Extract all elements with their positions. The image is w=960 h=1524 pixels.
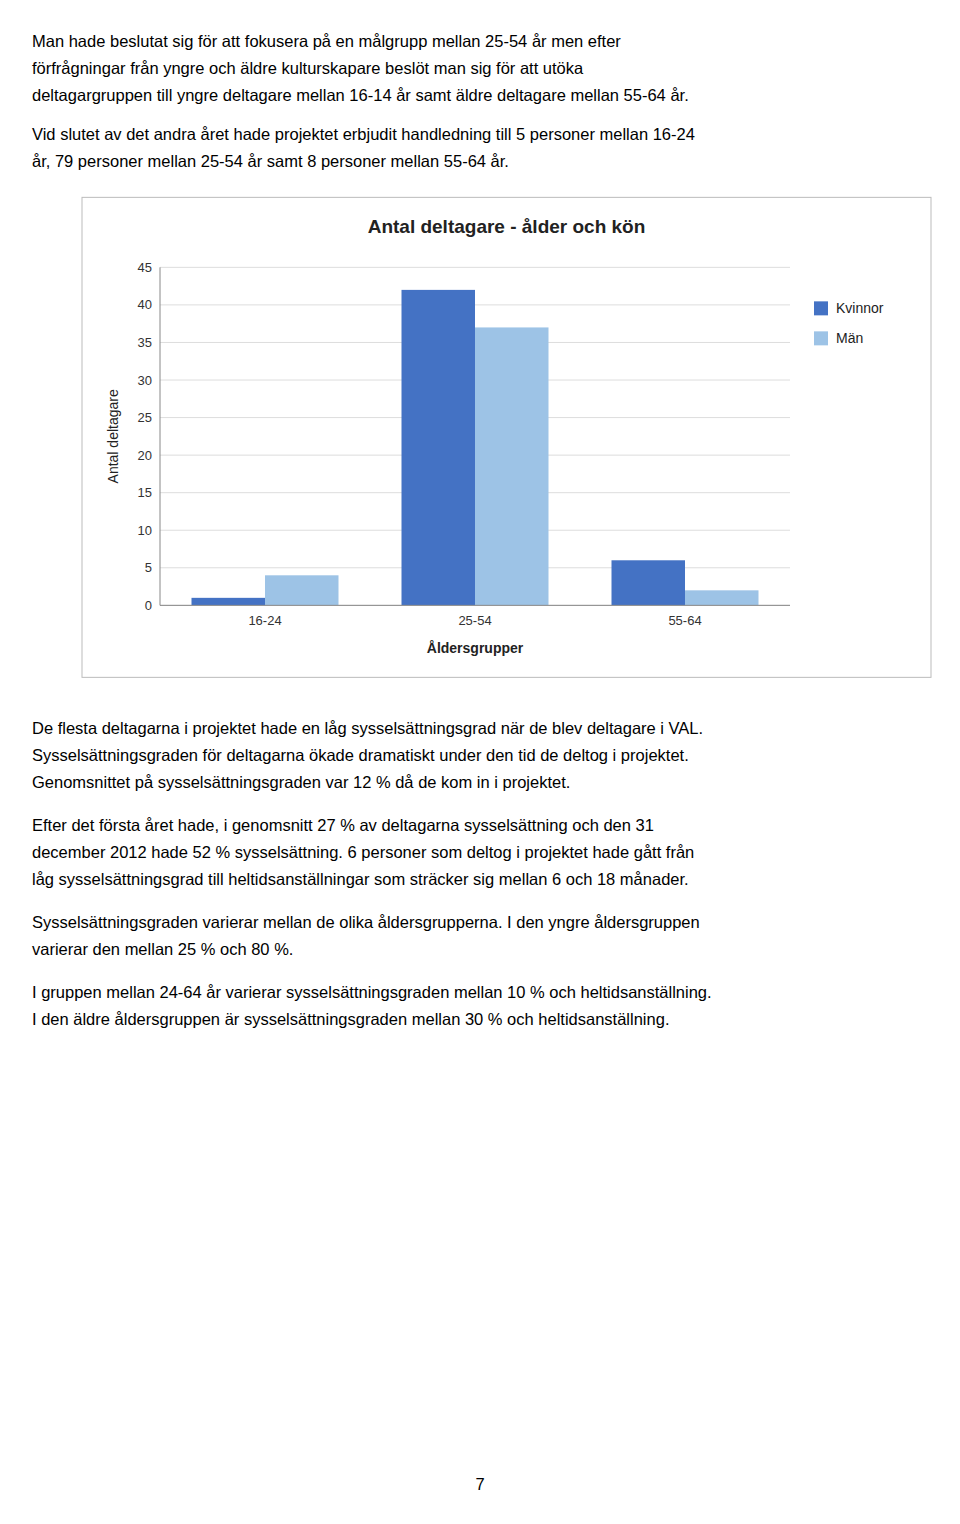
x-tick-label: 16-24 (248, 613, 281, 628)
legend: Kvinnor Män (814, 300, 884, 346)
grid-line (160, 267, 790, 268)
y-tick-label: 5 (145, 560, 152, 575)
paragraph-line: Vid slutet av det andra året hade projek… (32, 125, 695, 143)
y-tick-label: 20 (138, 448, 152, 463)
legend-label: Kvinnor (836, 300, 884, 316)
paragraph-line: låg sysselsättningsgrad till heltidsanst… (32, 870, 689, 888)
paragraph-line: år, 79 personer mellan 25-54 år samt 8 p… (32, 152, 509, 170)
grid (160, 267, 790, 605)
bar (192, 598, 266, 606)
y-tick-label: 10 (138, 523, 152, 538)
paragraph-line: Man hade beslutat sig för att fokusera p… (32, 32, 621, 50)
y-tick-label: 40 (138, 297, 152, 312)
y-tick-label: 30 (138, 373, 152, 388)
y-axis-title: Antal deltagare (105, 389, 121, 483)
legend-label: Män (836, 330, 863, 346)
x-axis (160, 605, 790, 606)
page: Man hade beslutat sig för att fokusera p… (0, 0, 960, 1524)
x-axis-title: Åldersgrupper (427, 640, 524, 656)
paragraph-line: Efter det första året hade, i genomsnitt… (32, 816, 654, 834)
y-tick-label: 45 (138, 260, 152, 275)
bar (475, 327, 549, 605)
chart-frame (82, 197, 931, 677)
paragraph-line: I den äldre åldersgruppen är sysselsättn… (32, 1010, 669, 1028)
bar (612, 560, 686, 605)
legend-swatch (814, 301, 828, 315)
y-axis (160, 267, 161, 605)
y-tick-label: 35 (138, 335, 152, 350)
paragraph-line: Genomsnittet på sysselsättningsgraden va… (32, 773, 570, 791)
paragraph-line: förfrågningar från yngre och äldre kultu… (32, 59, 584, 77)
bar (685, 590, 759, 605)
bar (402, 290, 476, 605)
paragraph-line: Sysselsättningsgraden varierar mellan de… (32, 913, 700, 931)
bars (192, 290, 759, 605)
y-tick-label: 0 (145, 598, 152, 613)
paragraph-line: Sysselsättningsgraden för deltagarna öka… (32, 746, 689, 764)
x-tick-label: 25-54 (458, 613, 491, 628)
chart-title: Antal deltagare - ålder och kön (368, 216, 646, 237)
paragraph-line: De flesta deltagarna i projektet hade en… (32, 719, 703, 737)
paragraph-line: I gruppen mellan 24-64 år varierar sysse… (32, 983, 712, 1001)
bar (265, 575, 339, 605)
paragraph-line: deltagargruppen till yngre deltagare mel… (32, 86, 689, 104)
chart: Antal deltagare - ålder och kön 0 5 10 15 20 2… (105, 216, 884, 656)
y-tick-label: 15 (138, 485, 152, 500)
paragraph-line: varierar den mellan 25 % och 80 %. (32, 940, 293, 958)
legend-swatch (814, 331, 828, 345)
y-tick-label: 25 (138, 410, 152, 425)
x-tick-label: 55-64 (668, 613, 701, 628)
page-number: 7 (475, 1475, 484, 1493)
paragraph-line: december 2012 hade 52 % sysselsättning. … (32, 843, 694, 861)
grid-line (160, 605, 790, 606)
